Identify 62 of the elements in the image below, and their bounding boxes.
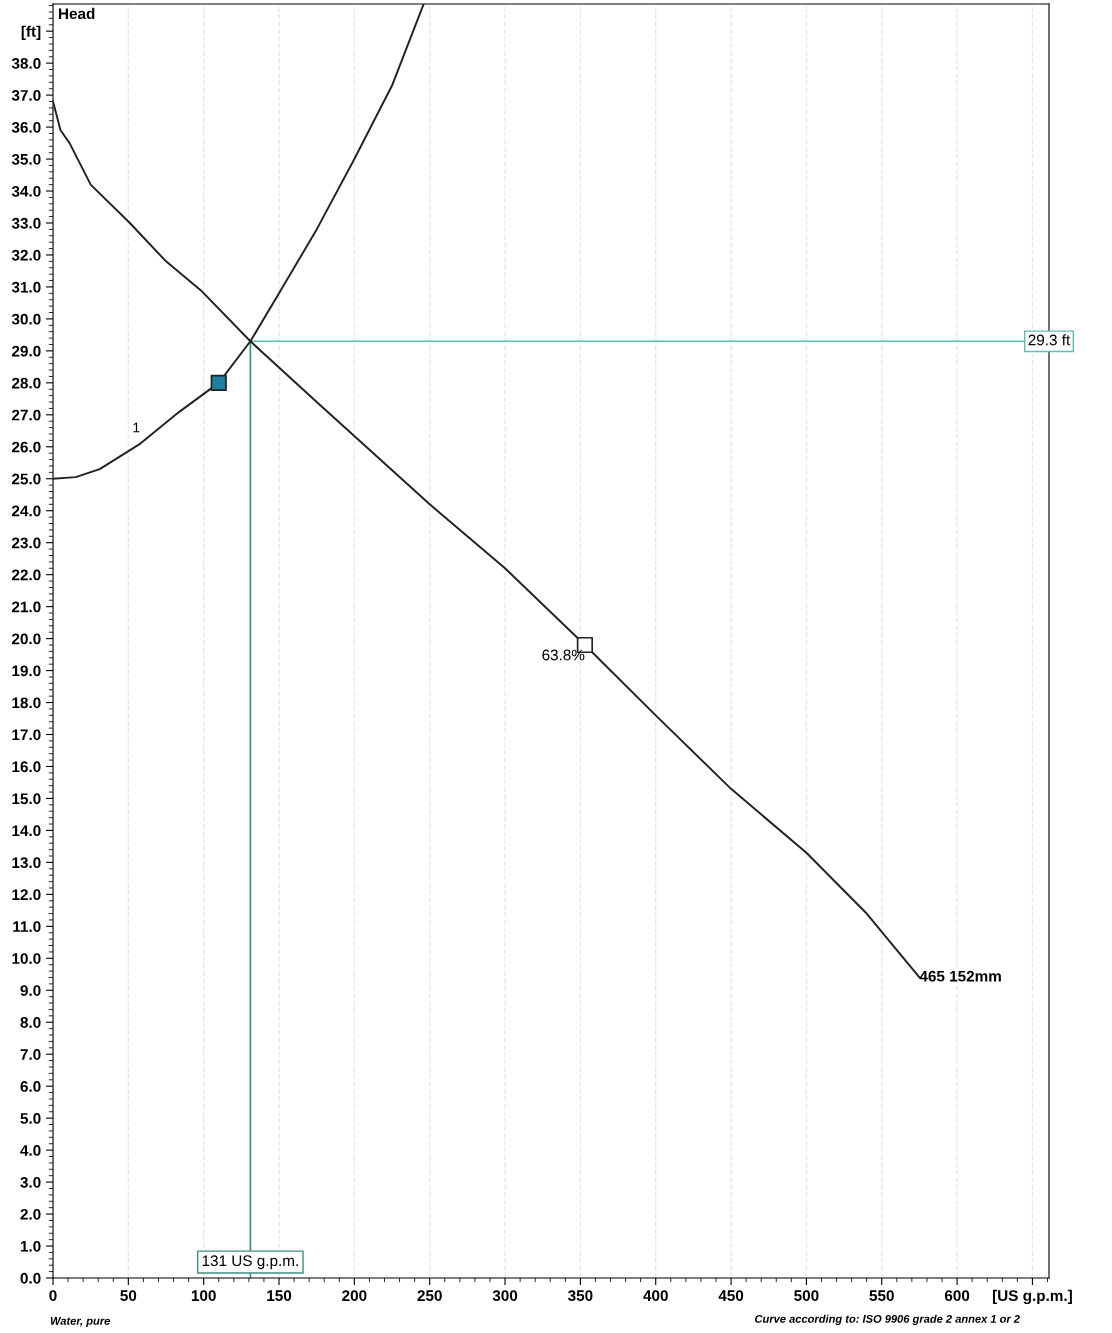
y-tick-label: 35.0	[11, 153, 41, 165]
y-tick-label: [ft]	[21, 25, 41, 40]
y-tick-label: 12.0	[12, 889, 41, 901]
x-tick-label: 250	[417, 1290, 442, 1302]
y-tick-label: 26.0	[11, 441, 41, 453]
y-tick-label: 15.0	[12, 793, 41, 805]
text: Water, pure	[50, 1317, 111, 1327]
y-tick-label: 11.0	[13, 921, 41, 933]
x-tick-label: 200	[342, 1290, 367, 1302]
x-tick-label: 500	[794, 1290, 819, 1302]
series-label: 465 152mm	[919, 970, 1001, 982]
y-tick-label: 9.0	[20, 985, 41, 996]
y-tick-label: 29.0	[11, 345, 41, 357]
y-tick-label: 0.0	[20, 1272, 41, 1284]
y-tick-label: 3.0	[20, 1176, 41, 1188]
y-tick-label: 2.0	[20, 1208, 41, 1220]
y-tick-label: 1.0	[20, 1240, 41, 1252]
text: Curve according to: ISO 9906 grade 2 annex 1 or 2	[755, 1314, 1020, 1325]
ref-line-label: 29.3 ft	[1028, 334, 1071, 346]
y-tick-label: 6.0	[20, 1081, 41, 1092]
y-tick-label: 31.0	[11, 281, 41, 293]
y-tick-label: 4.0	[20, 1144, 41, 1156]
y-tick-label: 21.0	[11, 601, 41, 613]
ref-line-label: 131 US g.p.m.	[202, 1255, 298, 1270]
x-tick-label: 50	[120, 1290, 137, 1302]
series-label: 1	[133, 422, 140, 433]
y-tick-label: 37.0	[11, 89, 41, 101]
y-tick-label: 7.0	[20, 1049, 41, 1060]
y-tick-label: 19.0	[12, 665, 41, 677]
y-tick-label: 38.0	[11, 58, 41, 69]
x-tick-label: 450	[718, 1290, 744, 1302]
y-tick-label: 16.0	[12, 761, 41, 773]
y-tick-label: 27.0	[11, 409, 41, 421]
annotation: 63.8%	[542, 649, 585, 661]
y-tick-label: 30.0	[11, 313, 41, 325]
y-tick-label: 17.0	[12, 729, 41, 741]
x-tick-label: 600	[944, 1290, 970, 1302]
x-tick-label: 0	[49, 1290, 57, 1302]
y-tick-label: 24.0	[11, 505, 41, 517]
y-tick-label: 22.0	[11, 569, 41, 581]
x-tick-label: 100	[191, 1290, 216, 1302]
x-tick-label: [US g.p.m.]	[992, 1289, 1072, 1305]
x-tick-label: 300	[492, 1290, 518, 1302]
y-tick-label: 14.0	[12, 825, 41, 837]
x-tick-label: 550	[869, 1290, 894, 1302]
y-axis-title: Head	[59, 7, 95, 20]
x-tick-label: 150	[267, 1290, 292, 1302]
y-tick-label: 25.0	[11, 473, 41, 485]
y-tick-label: 20.0	[11, 633, 41, 645]
y-tick-label: 13.0	[12, 857, 41, 869]
y-tick-label: 33.0	[11, 217, 41, 229]
y-tick-label: 8.0	[20, 1017, 41, 1028]
x-tick-label: 350	[567, 1290, 593, 1302]
y-tick-label: 10.0	[12, 953, 41, 964]
y-tick-label: 34.0	[11, 185, 41, 197]
y-tick-label: 32.0	[11, 249, 41, 261]
y-tick-label: 28.0	[11, 377, 41, 389]
y-tick-label: 18.0	[12, 697, 41, 709]
y-tick-label: 23.0	[11, 537, 41, 549]
y-tick-label: 5.0	[20, 1113, 41, 1124]
x-tick-label: 400	[643, 1290, 668, 1302]
y-tick-label: 36.0	[11, 121, 41, 133]
